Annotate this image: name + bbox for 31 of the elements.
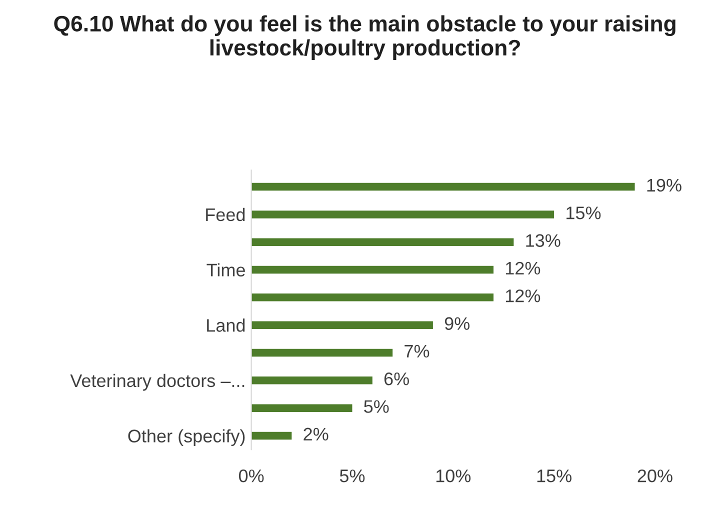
data-label: 2% <box>304 428 328 441</box>
data-label: 6% <box>384 372 409 386</box>
y-tick-label: Veterinary doctors –... <box>70 374 244 391</box>
bar <box>251 321 433 329</box>
data-label: 15% <box>566 206 601 220</box>
data-label: 5% <box>364 400 389 413</box>
bar <box>251 294 494 302</box>
data-label: 19% <box>647 178 682 192</box>
bar <box>251 404 352 412</box>
x-tick-label: 0% <box>238 470 264 482</box>
bar <box>251 376 372 384</box>
x-tick-label: 20% <box>638 470 672 482</box>
data-label: 12% <box>506 289 540 302</box>
y-tick-label: Land <box>207 318 245 332</box>
y-tick-label: Feed <box>206 208 245 222</box>
y-tick-label: Time <box>206 263 245 276</box>
bar <box>251 348 393 357</box>
bar <box>251 266 494 274</box>
data-label: 13% <box>526 234 560 247</box>
x-tick-label: 5% <box>340 470 365 482</box>
data-label: 7% <box>404 344 430 358</box>
y-tick-label: Other (specify) <box>128 429 245 446</box>
bar <box>251 182 635 191</box>
bar <box>251 432 292 440</box>
data-label: 12% <box>506 262 540 275</box>
bar <box>251 238 514 246</box>
data-label: 9% <box>444 317 470 330</box>
chart-title: Q6.10 What do you feel is the main obstacle to your raising livestock/poultry production? <box>54 15 676 60</box>
x-tick-label: 15% <box>537 470 572 482</box>
bar <box>251 210 554 218</box>
x-tick-label: 10% <box>436 470 471 482</box>
